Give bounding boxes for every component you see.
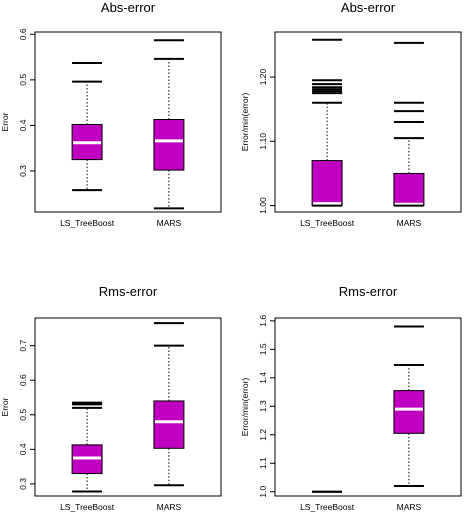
box-ls-treeboost bbox=[311, 38, 343, 207]
y-axis-label: Error/min(error) bbox=[240, 378, 250, 437]
y-tick-label: 1.6 bbox=[258, 315, 268, 327]
box-ls-treeboost bbox=[71, 61, 103, 192]
category-label-ls-treeboost: LS_TreeBoost bbox=[300, 502, 355, 512]
y-tick-label: 0.4 bbox=[18, 443, 28, 455]
plot-frame bbox=[274, 31, 462, 213]
panel-title: Rms-error bbox=[339, 284, 398, 299]
y-tick-label: 1.4 bbox=[258, 372, 268, 384]
y-tick-label: 1.2 bbox=[258, 429, 268, 441]
panel-title: Abs-error bbox=[101, 0, 156, 15]
category-label-mars: MARS bbox=[157, 218, 182, 228]
plot-frame bbox=[274, 317, 462, 497]
y-tick-label: 1.0 bbox=[258, 486, 268, 498]
iqr-box bbox=[153, 118, 185, 171]
plot-frame bbox=[34, 31, 222, 213]
panel-title: Rms-error bbox=[99, 284, 158, 299]
panel-rms-error-raw: Rms-error Error LS_TreeBoost MARS 0.3 0.4… bbox=[0, 284, 222, 512]
y-tick-label: 1.5 bbox=[258, 343, 268, 355]
iqr-box bbox=[393, 390, 425, 434]
y-tick-label: 0.6 bbox=[18, 374, 28, 386]
box-mars bbox=[153, 322, 185, 487]
iqr-box bbox=[153, 400, 185, 449]
panel-abs-error-raw: Abs-error Error LS_TreeBoost MARS 0.3 0.4… bbox=[0, 0, 222, 228]
panel-rms-error-relative: Rms-error Error/min(error) LS_TreeBoost … bbox=[240, 284, 462, 512]
y-tick-label: 1.3 bbox=[258, 400, 268, 412]
box-mars bbox=[153, 39, 185, 210]
iqr-box bbox=[311, 160, 343, 207]
y-tick-label: 0.6 bbox=[18, 28, 28, 40]
y-tick-label: 0.4 bbox=[18, 119, 28, 131]
y-axis-label: Error bbox=[0, 397, 10, 416]
category-label-mars: MARS bbox=[397, 218, 422, 228]
y-tick-label: 1.00 bbox=[258, 197, 268, 214]
y-tick-label: 0.7 bbox=[18, 339, 28, 351]
y-tick-label: 1.1 bbox=[258, 457, 268, 469]
plot-frame bbox=[34, 317, 222, 497]
y-axis-label: Error/min(error) bbox=[240, 93, 250, 152]
category-label-mars: MARS bbox=[397, 502, 422, 512]
iqr-box bbox=[393, 172, 425, 207]
y-axis-label: Error bbox=[0, 112, 10, 131]
y-tick-label: 0.5 bbox=[18, 409, 28, 421]
box-ls-treeboost bbox=[71, 401, 103, 493]
panel-title: Abs-error bbox=[341, 0, 396, 15]
y-tick-label: 1.20 bbox=[258, 68, 268, 85]
panel-abs-error-relative: Abs-error Error/min(error) LS_TreeBoost … bbox=[240, 0, 462, 228]
box-mars bbox=[393, 325, 425, 488]
y-tick-label: 0.3 bbox=[18, 165, 28, 177]
y-tick-label: 0.3 bbox=[18, 478, 28, 490]
y-tick-label: 1.10 bbox=[258, 133, 268, 150]
category-label-ls-treeboost: LS_TreeBoost bbox=[300, 218, 355, 228]
category-label-mars: MARS bbox=[157, 502, 182, 512]
category-label-ls-treeboost: LS_TreeBoost bbox=[60, 218, 115, 228]
y-tick-label: 0.5 bbox=[18, 74, 28, 86]
box-mars bbox=[393, 41, 425, 207]
category-label-ls-treeboost: LS_TreeBoost bbox=[60, 502, 115, 512]
